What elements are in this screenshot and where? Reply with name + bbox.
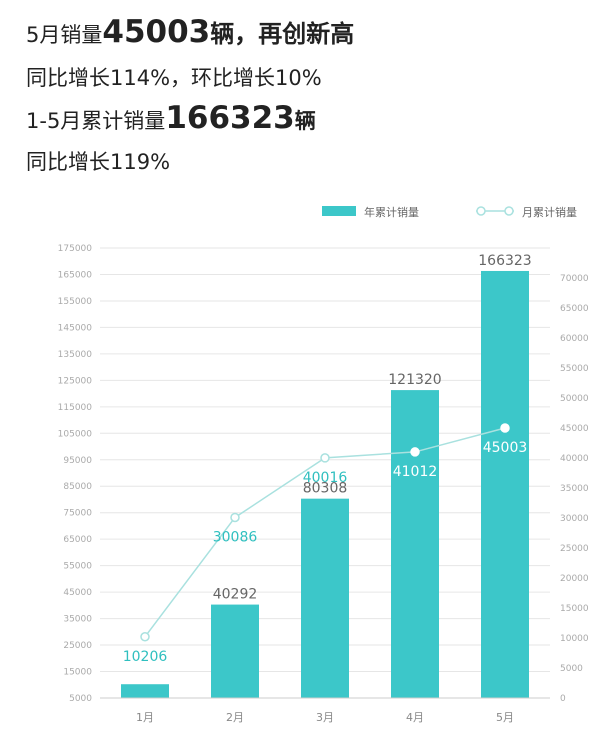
right-axis-tick-label: 35000 [560,484,589,494]
legend-bar-swatch [322,206,356,216]
line-point [140,632,150,642]
right-axis-tick-label: 25000 [560,544,589,554]
left-axis-tick-label: 5000 [69,694,92,704]
legend-bar-label: 年累计销量 [364,205,419,219]
right-axis-tick-label: 65000 [560,304,589,314]
headline-3-number: 166323 [165,100,295,136]
headline-3-unit: 辆 [294,109,316,133]
left-axis-tick-label: 75000 [63,509,92,519]
chart-legend: 年累计销量 月累计销量 [322,205,577,219]
right-axis-tick-label: 70000 [560,274,589,284]
x-axis: 1月 2月 3月 4月 5月 [100,697,550,724]
right-axis-tick-label: 10000 [560,634,589,644]
bar [211,604,259,698]
x-axis-tick-label: 4月 [406,711,424,724]
bar-data-label: 121320 [388,372,441,388]
right-axis-tick-label: 20000 [560,574,589,584]
left-axis-tick-label: 55000 [63,562,92,572]
bar [481,270,529,698]
headline-1-suffix: ，再创新高 [234,20,355,48]
right-axis-tick-label: 40000 [560,454,589,464]
headline-line-1: 5月销量45003辆，再创新高 [26,14,606,50]
line-point [410,447,420,457]
bar-series: 40292 80308 121320 166323 [121,253,532,698]
headline-line-3: 1-5月累计销量166323辆 [26,100,606,136]
right-axis-tick-label: 50000 [560,394,589,404]
left-axis-tick-label: 135000 [58,350,93,360]
x-axis-tick-label: 3月 [316,711,334,724]
left-axis-tick-label: 95000 [63,456,92,466]
headline-1-number: 45003 [102,14,211,50]
bar [391,390,439,698]
left-axis-tick-label: 165000 [58,270,93,280]
bar [301,498,349,698]
line-data-label: 40016 [303,470,348,486]
right-axis-tick-label: 0 [560,694,566,704]
line-point [230,512,240,523]
left-axis-tick-label: 85000 [63,482,92,492]
headline-line-4: 同比增长119% [26,150,171,174]
right-axis-tick-label: 45000 [560,424,589,434]
left-axis-tick-label: 65000 [63,535,92,545]
left-axis-tick-label: 25000 [63,641,92,651]
headline-line-2: 同比增长114%，环比增长10% [26,66,322,90]
headline-1-prefix: 5月销量 [26,23,103,47]
x-axis-tick-label: 1月 [136,711,154,724]
legend-line-marker [504,206,514,216]
left-axis: 5000 15000 25000 35000 45000 55000 65000 75000 8… [58,244,93,704]
left-axis-tick-label: 45000 [63,588,92,598]
right-axis-tick-label: 30000 [560,514,589,524]
headline-3-prefix: 1-5月累计销量 [26,109,166,133]
bar-data-label: 166323 [478,253,531,269]
line-point [500,423,510,433]
line-data-label: 41012 [393,464,438,480]
line-data-label: 45003 [483,440,528,456]
right-axis-tick-label: 55000 [560,364,589,374]
right-axis-tick-label: 15000 [560,604,589,614]
right-axis: 0 5000 10000 15000 20000 25000 30000 35000 40000… [560,274,589,704]
headline-1-unit: 辆 [210,20,235,48]
left-axis-tick-label: 115000 [58,403,93,413]
line-point [320,453,330,463]
right-axis-tick-label: 5000 [560,664,583,674]
left-axis-tick-label: 15000 [63,668,92,678]
bar [121,684,169,698]
left-axis-tick-label: 175000 [58,244,93,254]
left-axis-tick-label: 35000 [63,615,92,625]
bar-data-label: 80308 [303,481,348,497]
left-axis-tick-label: 125000 [58,376,93,386]
bar-data-label: 40292 [213,587,258,603]
right-axis-tick-label: 60000 [560,334,589,344]
x-axis-tick-label: 2月 [226,711,244,724]
line-series: 10206 30086 40016 41012 45003 [123,423,528,665]
legend-line-marker [476,206,486,216]
left-axis-tick-label: 105000 [58,429,93,439]
left-axis-tick-label: 145000 [58,323,93,333]
x-axis-tick-label: 5月 [496,711,514,724]
left-axis-tick-label: 155000 [58,297,93,307]
line-data-label: 10206 [123,649,168,665]
legend-line-label: 月累计销量 [522,205,577,219]
line-data-label: 30086 [213,529,258,545]
